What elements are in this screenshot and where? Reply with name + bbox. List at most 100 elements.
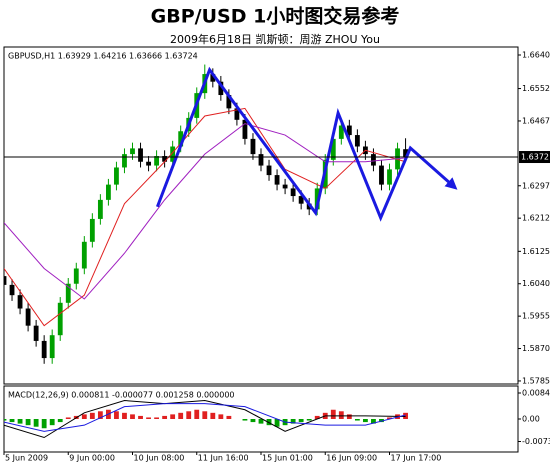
macd-bar [346, 414, 352, 419]
candle-body [338, 125, 344, 139]
candle-body [73, 268, 79, 284]
macd-bar [186, 411, 192, 419]
y-tick-label: 1.6640 [522, 51, 550, 60]
y-tick-label: 1.5785 [522, 376, 550, 385]
x-tick-label: 11 Jun 16:00 [198, 454, 249, 463]
macd-bar [226, 415, 232, 419]
candle-body [258, 154, 264, 166]
series-line [4, 403, 406, 432]
macd-bar [354, 419, 360, 421]
macd-bar [250, 419, 256, 423]
x-tick-label: 9 Jun 00:00 [69, 454, 115, 463]
candle-body [371, 154, 376, 166]
x-tick-label: 10 Jun 08:00 [134, 454, 185, 463]
candle-body [9, 284, 15, 296]
macd-bar [194, 409, 200, 419]
macd-bar [266, 419, 272, 426]
macd-bar [49, 419, 55, 426]
candle-body [250, 138, 256, 155]
price-plot [4, 64, 458, 364]
macd-bar [290, 419, 296, 424]
candle-body [154, 156, 160, 166]
macd-bar [4, 419, 7, 421]
macd-bar [57, 419, 63, 423]
x-tick-label: 5 Jun 2009 [5, 454, 48, 463]
macd-bar [362, 419, 368, 423]
macd-bar [146, 417, 151, 419]
candle-body [146, 161, 151, 166]
macd-bar [218, 414, 224, 419]
current-price-label: 1.6372 [521, 153, 549, 162]
y-tick-label: 1.6467 [522, 116, 550, 125]
series-line [4, 123, 406, 300]
macd-bar [9, 419, 15, 423]
candle-body [130, 148, 135, 155]
macd-bar [379, 419, 384, 423]
candle-body [218, 81, 224, 96]
y-tick-label: -0.0073 [522, 437, 550, 446]
candle-body [403, 149, 408, 158]
chart-title: GBP/USD 1小时图交易参考 [151, 5, 400, 28]
candle-body [354, 135, 360, 147]
series-line [155, 66, 458, 222]
macd-bar [33, 419, 39, 427]
macd-bar [170, 414, 176, 419]
candle-body [122, 154, 127, 168]
series-line [4, 107, 406, 327]
macd-bar [81, 414, 87, 419]
candle-body [4, 276, 7, 285]
y-tick-label: 1.6040 [522, 279, 550, 288]
macd-bar [371, 419, 376, 424]
series-line [4, 399, 406, 439]
macd-bar [242, 419, 248, 421]
y-tick-label: 1.5955 [522, 312, 550, 321]
candle-body [114, 167, 119, 185]
macd-bar [154, 417, 160, 419]
candle-body [25, 308, 31, 326]
candle-body [330, 138, 336, 160]
macd-bar [330, 409, 336, 419]
x-tick-label: 17 Jun 17:00 [391, 454, 442, 463]
macd-bar [65, 417, 71, 419]
y-tick-label: 1.6125 [522, 247, 550, 256]
candle-body [242, 119, 248, 139]
macd-bar [258, 419, 264, 424]
candle-body [97, 199, 103, 219]
candle-body [57, 302, 63, 336]
candle-body [41, 340, 47, 359]
candle-body [274, 175, 280, 185]
candle-body [81, 241, 87, 269]
candle-body [105, 184, 111, 200]
chart-subtitle: 2009年6月18日 凯斯顿：周游 ZHOU You [170, 32, 380, 46]
macd-bar [306, 419, 312, 421]
candle-body [282, 184, 288, 189]
macd-bar [178, 412, 184, 419]
y-tick-label: 0.00 [522, 415, 540, 424]
y-tick-label: 1.5870 [522, 344, 550, 353]
candle-body [210, 74, 216, 82]
macd-bar [314, 415, 320, 419]
candle-body [266, 165, 272, 176]
y-tick-label: 1.6297 [522, 181, 550, 190]
x-tick-label: 15 Jun 01:00 [262, 454, 313, 463]
candle-body [387, 169, 392, 185]
macd-bar [130, 414, 135, 419]
macd-bar [97, 411, 103, 419]
candle-body [346, 125, 352, 136]
macd-label: MACD(12,26,9) 0.000811 -0.000077 0.00125… [8, 391, 235, 400]
candle-body [170, 146, 176, 162]
macd-bar [210, 412, 216, 419]
candle-body [89, 218, 95, 242]
macd-bar [387, 417, 392, 419]
macd-bar [122, 412, 127, 419]
macd-bar [202, 411, 208, 419]
macd-bar [338, 411, 344, 419]
candle-body [379, 165, 384, 185]
candle-body [298, 196, 304, 204]
candle-body [290, 188, 296, 197]
macd-bar [403, 412, 408, 419]
macd-plot [4, 399, 408, 439]
candle-body [178, 131, 184, 147]
candle-body [234, 108, 240, 120]
